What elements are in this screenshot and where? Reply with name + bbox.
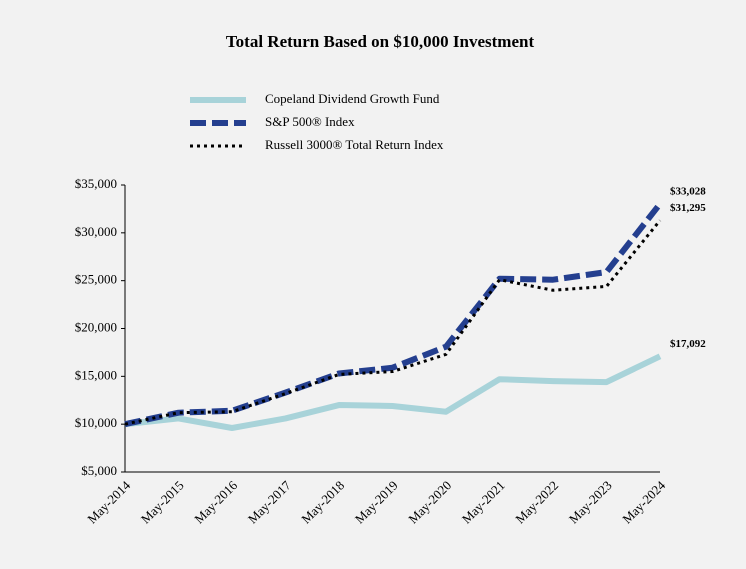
y-tick-label: $15,000 — [75, 367, 117, 382]
y-tick-label: $5,000 — [81, 463, 117, 478]
y-tick-label: $20,000 — [75, 319, 117, 334]
y-tick-label: $25,000 — [75, 272, 117, 287]
y-tick-label: $35,000 — [75, 176, 117, 191]
y-tick-label: $30,000 — [75, 224, 117, 239]
data-label: $17,092 — [670, 338, 706, 350]
y-tick-label: $10,000 — [75, 415, 117, 430]
chart-title: Total Return Based on $10,000 Investment — [226, 32, 535, 51]
legend-label: Copeland Dividend Growth Fund — [265, 91, 440, 106]
series-line — [124, 353, 662, 431]
legend-label: Russell 3000® Total Return Index — [265, 137, 444, 152]
data-label: $33,028 — [670, 185, 706, 197]
data-label: $31,295 — [670, 202, 706, 214]
series-line — [124, 219, 662, 426]
legend-label: S&P 500® Index — [265, 114, 355, 129]
series-line — [124, 202, 663, 428]
